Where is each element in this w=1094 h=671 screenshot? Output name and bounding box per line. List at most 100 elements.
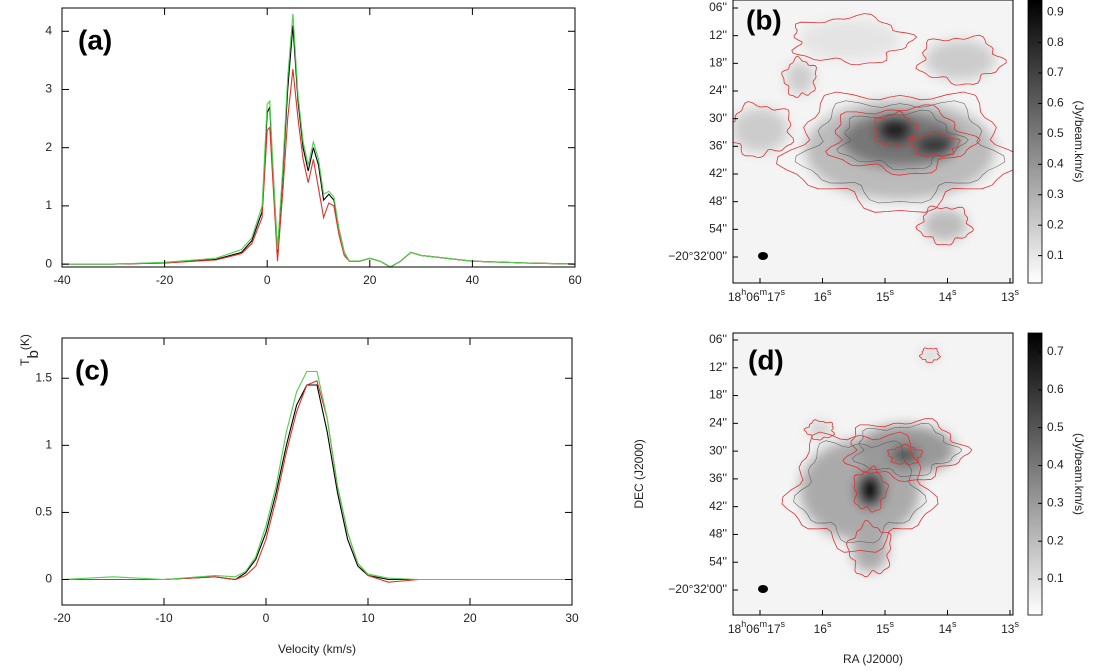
y-tick-label: 3 — [45, 82, 52, 96]
contour — [803, 419, 835, 441]
colorbar-label: (Jy/beam.km/s) — [1072, 100, 1086, 182]
y-tick-label: 1 — [45, 198, 52, 212]
x-tick-label: 10 — [361, 611, 375, 625]
contour — [794, 100, 1006, 204]
colorbar-tick-label: 0.9 — [1047, 4, 1064, 18]
colorbar-tick-label: 0.8 — [1047, 35, 1064, 49]
spectrum-line — [62, 384, 572, 581]
plot-frame — [61, 337, 573, 606]
colorbar-tick-label: 0.5 — [1047, 126, 1064, 140]
beam — [758, 585, 768, 593]
x-tick-label: 20 — [463, 611, 477, 625]
spectrum-line — [62, 380, 572, 583]
contour — [909, 130, 961, 158]
y-tick-label: 1.5 — [35, 370, 52, 384]
map-emission-blob — [877, 116, 913, 144]
contour — [915, 34, 1007, 86]
contour — [733, 101, 795, 159]
colorbar-tick-label: 0.2 — [1047, 217, 1064, 231]
contour — [781, 56, 817, 98]
map-x-tick-label: 14s — [939, 287, 957, 304]
map-image — [733, 0, 1013, 283]
map-y-tick-label: 06'' — [709, 332, 727, 346]
contour — [887, 443, 924, 465]
contour — [853, 465, 889, 513]
contour — [836, 109, 969, 171]
panel-label: (b) — [746, 4, 782, 35]
map-x-tick-label: 15s — [876, 619, 894, 636]
map-emission-blob — [856, 472, 884, 508]
contour — [874, 110, 920, 148]
contour — [918, 347, 941, 363]
contour — [851, 423, 963, 478]
spectrum-line — [62, 25, 576, 268]
map-x-tick-label: 18h06m17s — [728, 619, 786, 636]
map-y-tick-label: 06'' — [709, 0, 727, 14]
contour — [793, 440, 927, 544]
y-tick-label: 0 — [45, 572, 52, 586]
map-frame — [732, 332, 1014, 616]
map-y-tick-label: 12'' — [709, 28, 727, 42]
map-y-tick-label: 48'' — [709, 527, 727, 541]
map-x-tick-label: 16s — [814, 619, 832, 636]
x-tick-label: 0 — [264, 273, 271, 287]
panel-label: (a) — [78, 24, 112, 55]
map-y-tick-label: −20°32'00'' — [668, 582, 727, 596]
map-y-tick-label: 36'' — [709, 139, 727, 153]
map-y-tick-label: 48'' — [709, 194, 727, 208]
x-tick-label: 30 — [565, 611, 579, 625]
x-tick-label: -10 — [155, 611, 173, 625]
map-x-tick-label: 14s — [939, 619, 957, 636]
map-x-tick-label: 18h06m17s — [728, 287, 786, 304]
colorbar-tick-label: 0.1 — [1047, 571, 1064, 585]
map-y-tick-label: −20°32'00'' — [668, 249, 727, 263]
map-emission-blob — [786, 62, 814, 94]
y-tick-label: 2 — [45, 140, 52, 154]
map-x-tick-label: 15s — [876, 287, 894, 304]
colorbar-label: (Jy/beam.km/s) — [1072, 433, 1086, 515]
map-emission-blob — [925, 40, 995, 80]
contour — [915, 205, 974, 246]
map-emission-blob — [800, 20, 900, 60]
x-tick-label: 40 — [466, 273, 480, 287]
contour — [845, 520, 892, 578]
map-y-tick-label: 24'' — [709, 416, 727, 430]
colorbar-tick-label: 0.3 — [1047, 187, 1064, 201]
map-emission-blob — [923, 209, 967, 241]
map-y-tick-label: 30'' — [709, 111, 727, 125]
map-emission-blob — [808, 422, 832, 438]
x-tick-label: -20 — [156, 273, 174, 287]
map-frame — [732, 0, 1014, 284]
colorbar — [1027, 332, 1043, 616]
y-axis-label: Tb(K) — [18, 334, 42, 366]
contour — [791, 13, 918, 66]
contour — [781, 431, 939, 553]
panel-label: (d) — [748, 344, 784, 375]
map-y-tick-label: 42'' — [709, 499, 727, 513]
map-x-tick-label: 16s — [814, 287, 832, 304]
map-emission-blob — [891, 447, 919, 463]
map-emission-blob — [915, 135, 955, 155]
map-emission — [800, 349, 955, 572]
y-axis-label-unit: (K) — [18, 334, 32, 350]
map-y-axis-label: DEC (J2000) — [632, 439, 646, 508]
spectrum-line — [61, 370, 572, 581]
map-y-tick-label: 42'' — [709, 166, 727, 180]
x-tick-label: -40 — [53, 273, 71, 287]
beam — [758, 252, 768, 260]
y-axis-label-main: T — [18, 358, 32, 366]
plot-frame — [61, 7, 576, 268]
map-y-tick-label: 18'' — [709, 388, 727, 402]
colorbar-tick-label: 0.6 — [1047, 96, 1064, 110]
contour — [825, 104, 981, 176]
colorbar-tick-label: 0.7 — [1047, 344, 1064, 358]
colorbar-tick-label: 0.5 — [1047, 420, 1064, 434]
colorbar-tick-label: 0.2 — [1047, 533, 1064, 547]
y-tick-label: 0 — [45, 256, 52, 270]
map-x-tick-label: 13s — [1001, 287, 1019, 304]
map-y-tick-label: 36'' — [709, 471, 727, 485]
x-tick-label: 60 — [568, 273, 582, 287]
colorbar-tick-label: 0.7 — [1047, 65, 1064, 79]
map-emission-blob — [922, 349, 938, 361]
